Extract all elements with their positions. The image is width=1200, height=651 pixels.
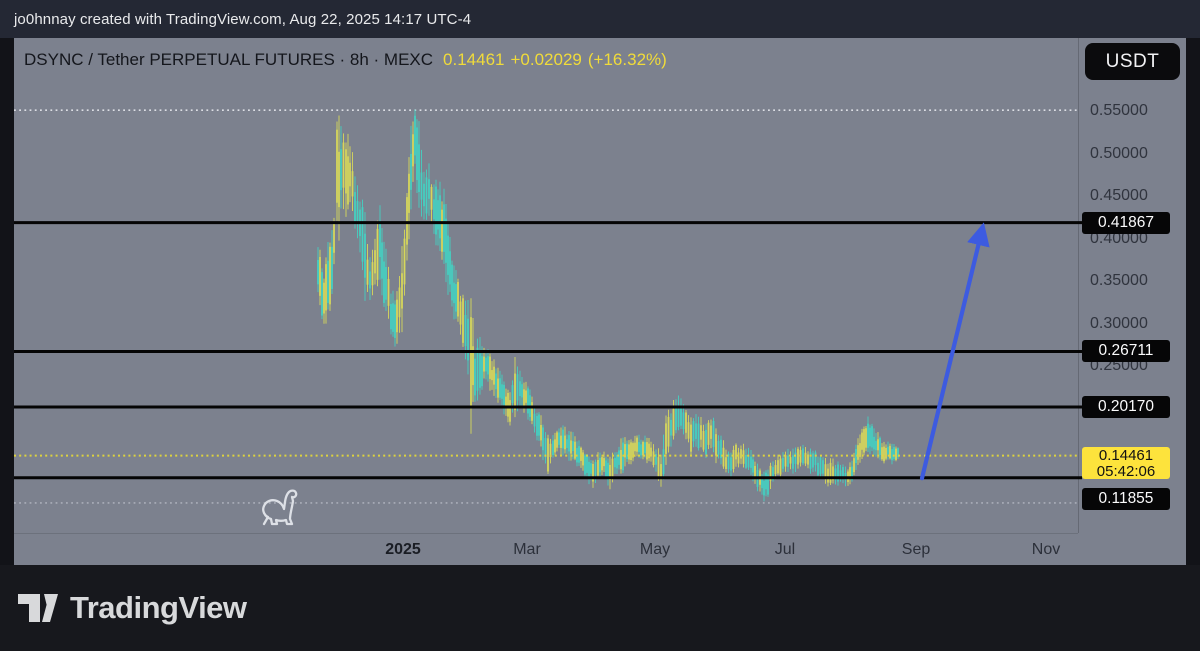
time-axis-month-label: Jul xyxy=(774,541,796,558)
price-tick-label: 0.55000 xyxy=(1090,102,1148,119)
time-axis-month-label: Nov xyxy=(1031,541,1061,558)
price-tick-label: 0.45000 xyxy=(1090,187,1148,204)
price-level-badge: 0.41867 xyxy=(1082,211,1170,234)
dotted-level-lines[interactable] xyxy=(14,109,1078,504)
footer-brand-bar: TradingView xyxy=(0,565,1200,651)
price-change-abs: +0.02029 xyxy=(510,50,582,69)
time-axis-year-label: 2025 xyxy=(385,541,421,558)
chart-pane: DSYNC / Tether PERPETUAL FUTURES · 8h · … xyxy=(14,38,1186,565)
price-tick-label: 0.30000 xyxy=(1090,314,1148,332)
candle-series xyxy=(317,109,899,502)
time-axis-month-label: Mar xyxy=(513,541,541,558)
bar-countdown-text: 05:42:06 xyxy=(1096,462,1156,480)
time-axis-month-label: May xyxy=(639,541,671,558)
symbol-title: DSYNC / Tether PERPETUAL FUTURES · 8h · … xyxy=(24,50,667,70)
price-change-pct: (+16.32%) xyxy=(587,50,667,69)
tradingview-wordmark[interactable]: TradingView xyxy=(70,590,247,625)
last-price-value: 0.14461 xyxy=(443,50,505,69)
dinosaur-doodle-icon[interactable] xyxy=(262,489,298,526)
candlestick-chart-canvas[interactable] xyxy=(14,38,1186,565)
time-axis-month-label: Sep xyxy=(901,541,931,558)
attribution-text: jo0hnnay created with TradingView.com, A… xyxy=(14,10,472,28)
price-tick-label: 0.35000 xyxy=(1090,272,1148,289)
tradingview-logo-icon[interactable] xyxy=(18,591,60,625)
current-price-text: 0.14461 xyxy=(1098,446,1154,464)
symbol-name: DSYNC / Tether PERPETUAL FUTURES · 8h · … xyxy=(24,50,434,69)
price-axis-separator xyxy=(1078,38,1079,533)
price-tick-label: 0.40000 xyxy=(1090,229,1148,247)
horizontal-level-lines[interactable] xyxy=(14,221,1082,480)
trend-arrow-drawing[interactable] xyxy=(919,222,990,481)
time-axis-separator xyxy=(14,533,1078,534)
price-level-badge: 0.20170 xyxy=(1082,396,1170,419)
attribution-bar: jo0hnnay created with TradingView.com, A… xyxy=(0,0,1200,38)
price-level-badge: 0.11855 xyxy=(1082,488,1170,510)
currency-toggle-button[interactable]: USDT xyxy=(1085,43,1180,80)
current-price-badge: 0.14461 05:42:06 xyxy=(1082,446,1170,480)
price-level-badge: 0.26711 xyxy=(1082,340,1170,363)
price-tick-label: 0.50000 xyxy=(1090,144,1148,162)
